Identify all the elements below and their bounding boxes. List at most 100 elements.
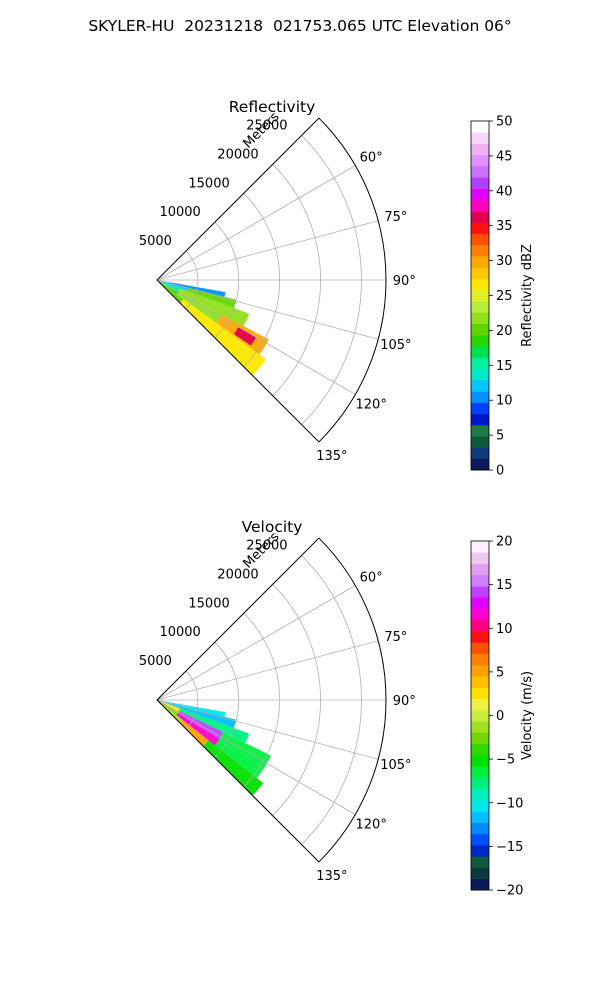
- theta-tick-label: 120°: [356, 398, 387, 413]
- colorbar-segment: [471, 402, 489, 415]
- colorbar-segment: [471, 121, 489, 133]
- data-sector: [178, 288, 250, 327]
- colorbar-segment: [471, 436, 489, 448]
- colorbar-segment: [471, 867, 489, 880]
- colorbar-segment: [471, 222, 489, 234]
- colorbar-segment: [471, 709, 489, 722]
- axes-frame: [156, 117, 387, 443]
- r-tick-label: 25000: [246, 538, 287, 553]
- colorbar: −20 −15 −10 −5 0 5 10 15 20 Velocity (m/s): [470, 535, 535, 899]
- colorbar-tick-label: 15: [496, 578, 513, 593]
- colorbar-segment: [471, 766, 489, 778]
- theta-tick-label: 75°: [384, 630, 407, 645]
- data-sector: [160, 281, 181, 292]
- data-sector: [160, 701, 181, 711]
- data-sector: [176, 713, 220, 746]
- colorbar-tick-label: 35: [496, 219, 513, 234]
- data-sector: [187, 287, 237, 308]
- r-tick-label: 25000: [246, 118, 287, 133]
- colorbar-segment: [471, 334, 489, 347]
- subplot-title: Velocity: [242, 518, 303, 536]
- colorbar-label: Velocity (m/s): [520, 671, 535, 760]
- colorbar-label: Reflectivity dBZ: [520, 244, 535, 347]
- colorbar-segment: [471, 619, 489, 632]
- data-sector: [160, 700, 237, 728]
- colorbar-segment: [471, 732, 489, 745]
- colorbar-segment: [471, 653, 489, 666]
- colorbar-segment: [471, 233, 489, 246]
- data-field: [159, 280, 269, 376]
- colorbar-tick-label: 0: [496, 709, 504, 724]
- colorbar-segment: [471, 687, 489, 700]
- colorbar-tick-label: 20: [496, 535, 513, 550]
- chart-velocity: 500010000150002000025000Meters60°75°90°1…: [139, 518, 535, 899]
- colorbar-segment: [471, 563, 489, 576]
- colorbar-tick-label: 0: [496, 464, 504, 479]
- colorbar-segment: [471, 754, 489, 767]
- r-tick-label: 15000: [188, 176, 229, 191]
- data-sector: [159, 282, 184, 304]
- colorbar-segment: [471, 199, 489, 212]
- theta-tick-label: 120°: [356, 818, 387, 833]
- colorbar-segment: [471, 799, 489, 812]
- colorbar-segment: [471, 143, 489, 156]
- colorbar-segment: [471, 132, 489, 144]
- colorbar-segment: [471, 698, 489, 711]
- colorbar-segment: [471, 256, 489, 268]
- colorbar-segment: [471, 642, 489, 654]
- r-tick-label: 10000: [159, 205, 200, 220]
- colorbar-segment: [471, 664, 489, 677]
- colorbar-segment: [471, 368, 489, 381]
- subplot-title: Reflectivity: [229, 98, 316, 116]
- data-sector: [215, 739, 265, 779]
- colorbar-segment: [471, 721, 489, 733]
- data-field: [159, 700, 271, 796]
- colorbar-tick-label: −20: [496, 884, 523, 899]
- colorbar-segment: [471, 878, 489, 891]
- grid-spoke: [156, 699, 356, 815]
- colorbar-tick-label: −10: [496, 796, 523, 811]
- r-tick-label: 10000: [159, 625, 200, 640]
- colorbar-segment: [471, 608, 489, 621]
- data-sector: [179, 708, 250, 744]
- colorbar-tick-label: 5: [496, 665, 504, 680]
- colorbar-tick-label: 5: [496, 429, 504, 444]
- data-sector: [159, 702, 183, 724]
- grid-spoke: [156, 640, 379, 701]
- figure-title: SKYLER-HU 20231218 021753.065 UTC Elevat…: [88, 17, 512, 35]
- colorbar-tick-label: −5: [496, 753, 515, 768]
- theta-tick-label: 90°: [393, 694, 416, 709]
- data-sector: [160, 281, 179, 295]
- colorbar-segment: [471, 166, 489, 178]
- r-tick-label: 20000: [217, 567, 258, 582]
- colorbar-tick-label: 25: [496, 289, 513, 304]
- colorbar-segment: [471, 357, 489, 370]
- colorbar-segment: [471, 346, 489, 358]
- colorbar-segment: [471, 788, 489, 801]
- theta-tick-label: 75°: [384, 210, 407, 225]
- colorbar-segment: [471, 811, 489, 823]
- colorbar-tick-label: 20: [496, 324, 513, 339]
- colorbar-segment: [471, 833, 489, 846]
- theta-tick-label: 60°: [360, 570, 383, 585]
- r-tick-label: 15000: [188, 596, 229, 611]
- colorbar-segment: [471, 424, 489, 437]
- axes-frame: [156, 537, 387, 863]
- colorbar-segment: [471, 574, 489, 587]
- colorbar-segment: [471, 777, 489, 790]
- colorbar: 0 5 10 15 20 25 30 35 40 45 50 Reflectivity dBZ: [470, 115, 535, 479]
- colorbar-segment: [471, 391, 489, 403]
- grid-spoke: [156, 220, 379, 281]
- colorbar-segment: [471, 586, 489, 598]
- colorbar-tick-label: 10: [496, 622, 513, 637]
- grid-spoke: [156, 279, 379, 340]
- colorbar-segment: [471, 323, 489, 336]
- data-sector: [160, 700, 226, 717]
- colorbar-segment: [471, 312, 489, 325]
- colorbar-tick-label: 50: [496, 115, 513, 130]
- colorbar-segment: [471, 856, 489, 868]
- colorbar-segment: [471, 289, 489, 302]
- colorbar-segment: [471, 278, 489, 291]
